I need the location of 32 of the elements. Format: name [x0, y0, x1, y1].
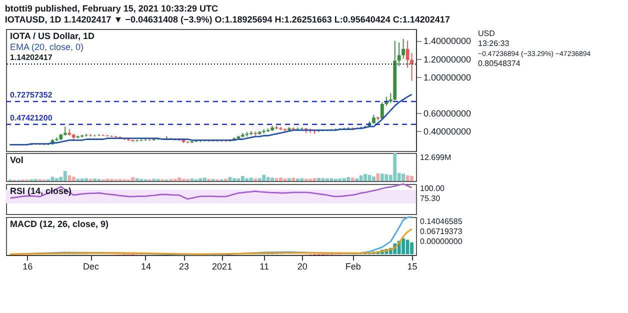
- text: IOTAUSD, 1D 1.14202417 ▼ −0.04631408 (−3.9%) O:1.18925694 H:1.26251663 L:0.95640424 C:1.14202417: [4, 14, 450, 24]
- x-tick-label: 16: [22, 262, 33, 272]
- ref-line-label: 0.47421200: [10, 113, 53, 122]
- x-tick-label: Dec: [83, 262, 100, 272]
- x-tick-label: 20: [297, 262, 308, 272]
- text: 0.06719373: [420, 227, 463, 236]
- text: btotti9 published, February 15, 2021 10:33:29 UTC: [4, 4, 218, 14]
- y-tick-label: 1.40000000: [424, 36, 472, 46]
- y-tick-label: 1.20000000: [424, 54, 472, 64]
- x-tick-label: Feb: [345, 262, 361, 272]
- text: 0.14046585: [420, 217, 463, 226]
- chart-title: IOTA / US Dollar, 1D: [10, 31, 96, 41]
- text: 12.699M: [420, 153, 452, 162]
- x-tick-label: 11: [260, 262, 270, 272]
- text: 13:26:33: [478, 39, 510, 48]
- text: EMA (20, close, 0): [10, 42, 84, 52]
- text: 100.00: [420, 184, 446, 193]
- text: 0.00000000: [420, 237, 463, 246]
- x-tick-label: 15: [407, 262, 418, 272]
- ref-line-label: 0.72757352: [10, 90, 53, 100]
- x-tick-label: 2021: [212, 262, 232, 272]
- y-tick-label: 0.60000000: [424, 108, 472, 119]
- text: 75.30: [420, 194, 441, 203]
- y-tick-label: 1.00000000: [424, 72, 472, 82]
- chart-title: Vol: [10, 155, 24, 165]
- x-tick-label: 14: [140, 262, 151, 272]
- text: 0.80548374: [478, 59, 521, 68]
- ref-line-label: 1.14202417: [10, 53, 53, 62]
- x-tick-label: 23: [179, 262, 190, 272]
- chart-title: MACD (12, 26, close, 9): [10, 219, 109, 229]
- text: USD: [478, 29, 496, 38]
- y-tick-label: 0.40000000: [424, 126, 472, 137]
